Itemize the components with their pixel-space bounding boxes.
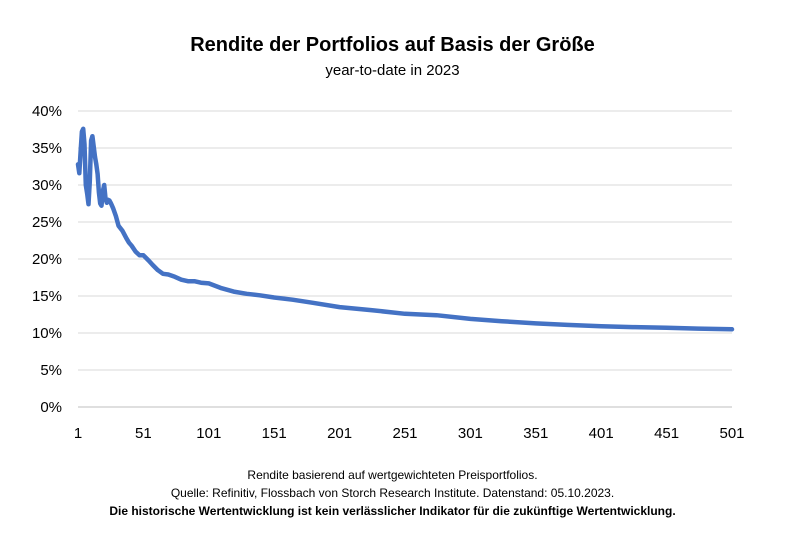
footnote-method: Rendite basierend auf wertgewichteten Pr… [247,468,538,482]
footnote-disclaimer: Die historische Wertentwicklung ist kein… [109,504,676,518]
x-tick-label: 251 [392,425,417,442]
x-tick-label: 401 [589,425,614,442]
x-tick-label: 301 [458,425,483,442]
x-tick-label: 501 [719,425,744,442]
y-tick-label: 25% [32,214,62,231]
series-line [75,126,735,332]
footnote-source: Quelle: Refinitiv, Flossbach von Storch … [170,486,615,500]
y-tick-label: 10% [32,325,62,342]
y-tick-label: 0% [40,399,62,416]
y-tick-label: 30% [32,177,62,194]
y-tick-label: 20% [32,251,62,268]
y-tick-label: 35% [32,140,62,157]
x-tick-label: 351 [523,425,548,442]
chart-subtitle: year-to-date in 2023 [325,62,460,79]
y-tick-label: 40% [32,103,62,120]
x-tick-label: 51 [135,425,152,442]
x-axis-tick-labels: 1 51 101 151 201 251 301 351 401 451 501 [74,425,745,442]
chart-title: Rendite der Portfolios auf Basis der Grö… [190,34,595,56]
x-tick-label: 201 [327,425,352,442]
y-axis-tick-labels: 0% 5% 10% 15% 20% 25% 30% 35% 40% [32,103,62,416]
y-tick-label: 5% [40,362,62,379]
x-tick-label: 1 [74,425,82,442]
x-tick-label: 451 [654,425,679,442]
x-tick-label: 151 [262,425,287,442]
y-tick-label: 15% [32,288,62,305]
gridlines [78,110,732,408]
x-tick-label: 101 [196,425,221,442]
